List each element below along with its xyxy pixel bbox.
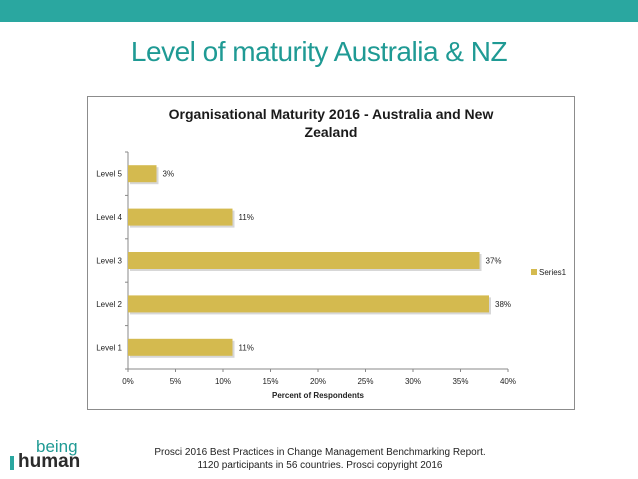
y-category-label: Level 4 [96, 213, 122, 222]
bar-level-1 [128, 338, 233, 356]
x-tick-label: 0% [122, 377, 134, 386]
legend-label: Series1 [539, 268, 567, 277]
slide-title: Level of maturity Australia & NZ [130, 36, 508, 67]
bar-level-5 [128, 165, 157, 183]
y-category-label: Level 2 [96, 300, 122, 309]
chart-area: Organisational Maturity 2016 - Australia… [87, 96, 575, 410]
x-tick-label: 30% [405, 377, 421, 386]
bar-chart: 0% 5% 10% 15% 20% 25% 30% 35% 40% Percent of Resp… [96, 151, 567, 400]
x-tick-label: 15% [262, 377, 278, 386]
footer-line-2: 1120 participants in 56 countries. Prosc… [197, 460, 443, 471]
bar-level-2 [128, 295, 489, 313]
bar-level-3 [128, 252, 480, 269]
chart-title-line-1: Organisational Maturity 2016 - Australia… [168, 106, 494, 122]
logo-word-being: being [36, 437, 78, 456]
y-category-label: Level 1 [96, 343, 122, 352]
x-tick-label: 5% [170, 377, 182, 386]
x-tick-label: 25% [357, 377, 373, 386]
x-tick-label: 20% [310, 377, 326, 386]
bar-data-label: 11% [239, 343, 254, 352]
footer-citation: Prosci 2016 Best Practices in Change Man… [150, 446, 490, 472]
bar-level-4 [128, 208, 233, 226]
chart-title-line-2: Zealand [304, 124, 358, 140]
being-human-logo: being human [10, 438, 90, 472]
x-axis-title: Percent of Respondents [272, 391, 365, 400]
bar-data-label: 11% [239, 213, 254, 222]
y-category-label: Level 5 [96, 170, 122, 179]
x-tick-label: 35% [452, 377, 468, 386]
footer-line-1: Prosci 2016 Best Practices in Change Man… [154, 447, 486, 458]
bar-data-label: 3% [163, 170, 175, 179]
legend-swatch [531, 269, 537, 275]
logo-word-human: human [18, 451, 81, 472]
x-tick-label: 40% [500, 377, 516, 386]
y-category-label: Level 3 [96, 257, 122, 266]
bar-data-label: 37% [486, 257, 502, 266]
chart-title: Organisational Maturity 2016 - Australia… [88, 105, 574, 141]
logo-bar-mark [10, 456, 14, 470]
top-accent-bar [0, 0, 638, 22]
bar-data-label: 38% [495, 300, 511, 309]
x-tick-label: 10% [215, 377, 231, 386]
